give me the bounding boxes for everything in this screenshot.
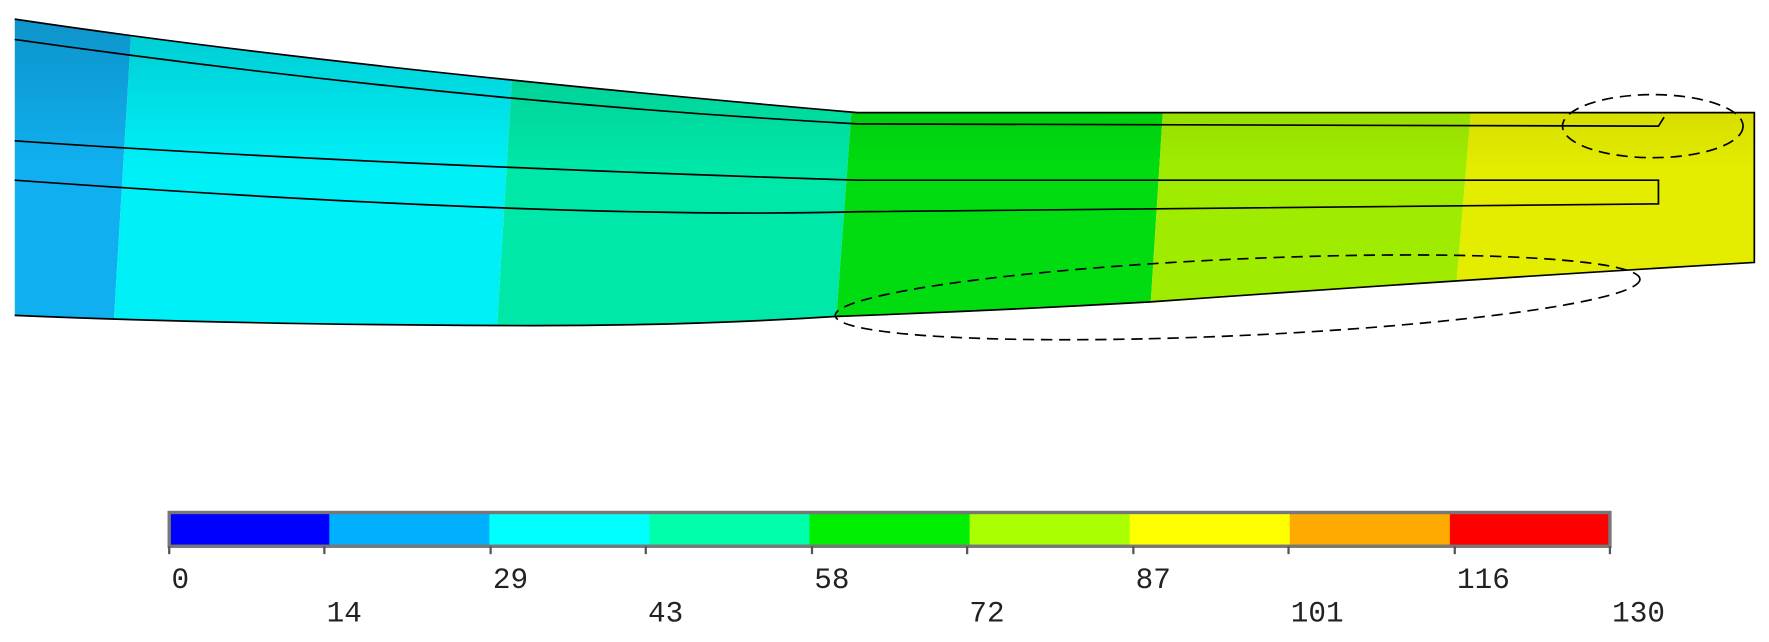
legend-label: 72 xyxy=(969,598,1004,631)
legend-swatch xyxy=(1289,512,1451,547)
legend-label: 58 xyxy=(814,564,849,597)
legend-label: 29 xyxy=(493,564,528,597)
legend-label: 130 xyxy=(1612,598,1665,631)
outlines xyxy=(14,18,1756,327)
legend-swatch xyxy=(329,512,490,547)
layer-line xyxy=(14,139,1660,214)
highlight-ellipse xyxy=(834,254,1641,341)
legend-swatch xyxy=(1449,512,1611,547)
legend-label: 0 xyxy=(171,564,189,597)
legend-label: 14 xyxy=(327,598,362,631)
legend-swatch xyxy=(489,512,651,547)
highlights xyxy=(834,93,1744,341)
legend-swatch xyxy=(169,512,330,547)
legend-frame xyxy=(167,510,1612,548)
shading xyxy=(14,19,1755,326)
legend-swatch xyxy=(809,512,971,547)
legend-swatch xyxy=(969,512,1131,547)
legend-swatch xyxy=(649,512,811,547)
highlight-ellipse xyxy=(1561,93,1744,159)
legend-label: 116 xyxy=(1457,564,1510,597)
body-outline xyxy=(14,18,1756,327)
color-legend: 0 14 29 43 58 72 87 101 116 130 xyxy=(167,510,1665,631)
legend-label: 101 xyxy=(1291,598,1344,631)
legend-label: 43 xyxy=(648,598,683,631)
layer-line xyxy=(14,38,1665,127)
contour-body xyxy=(14,19,1755,326)
legend-label: 87 xyxy=(1136,564,1171,597)
legend-swatch xyxy=(1129,512,1291,547)
